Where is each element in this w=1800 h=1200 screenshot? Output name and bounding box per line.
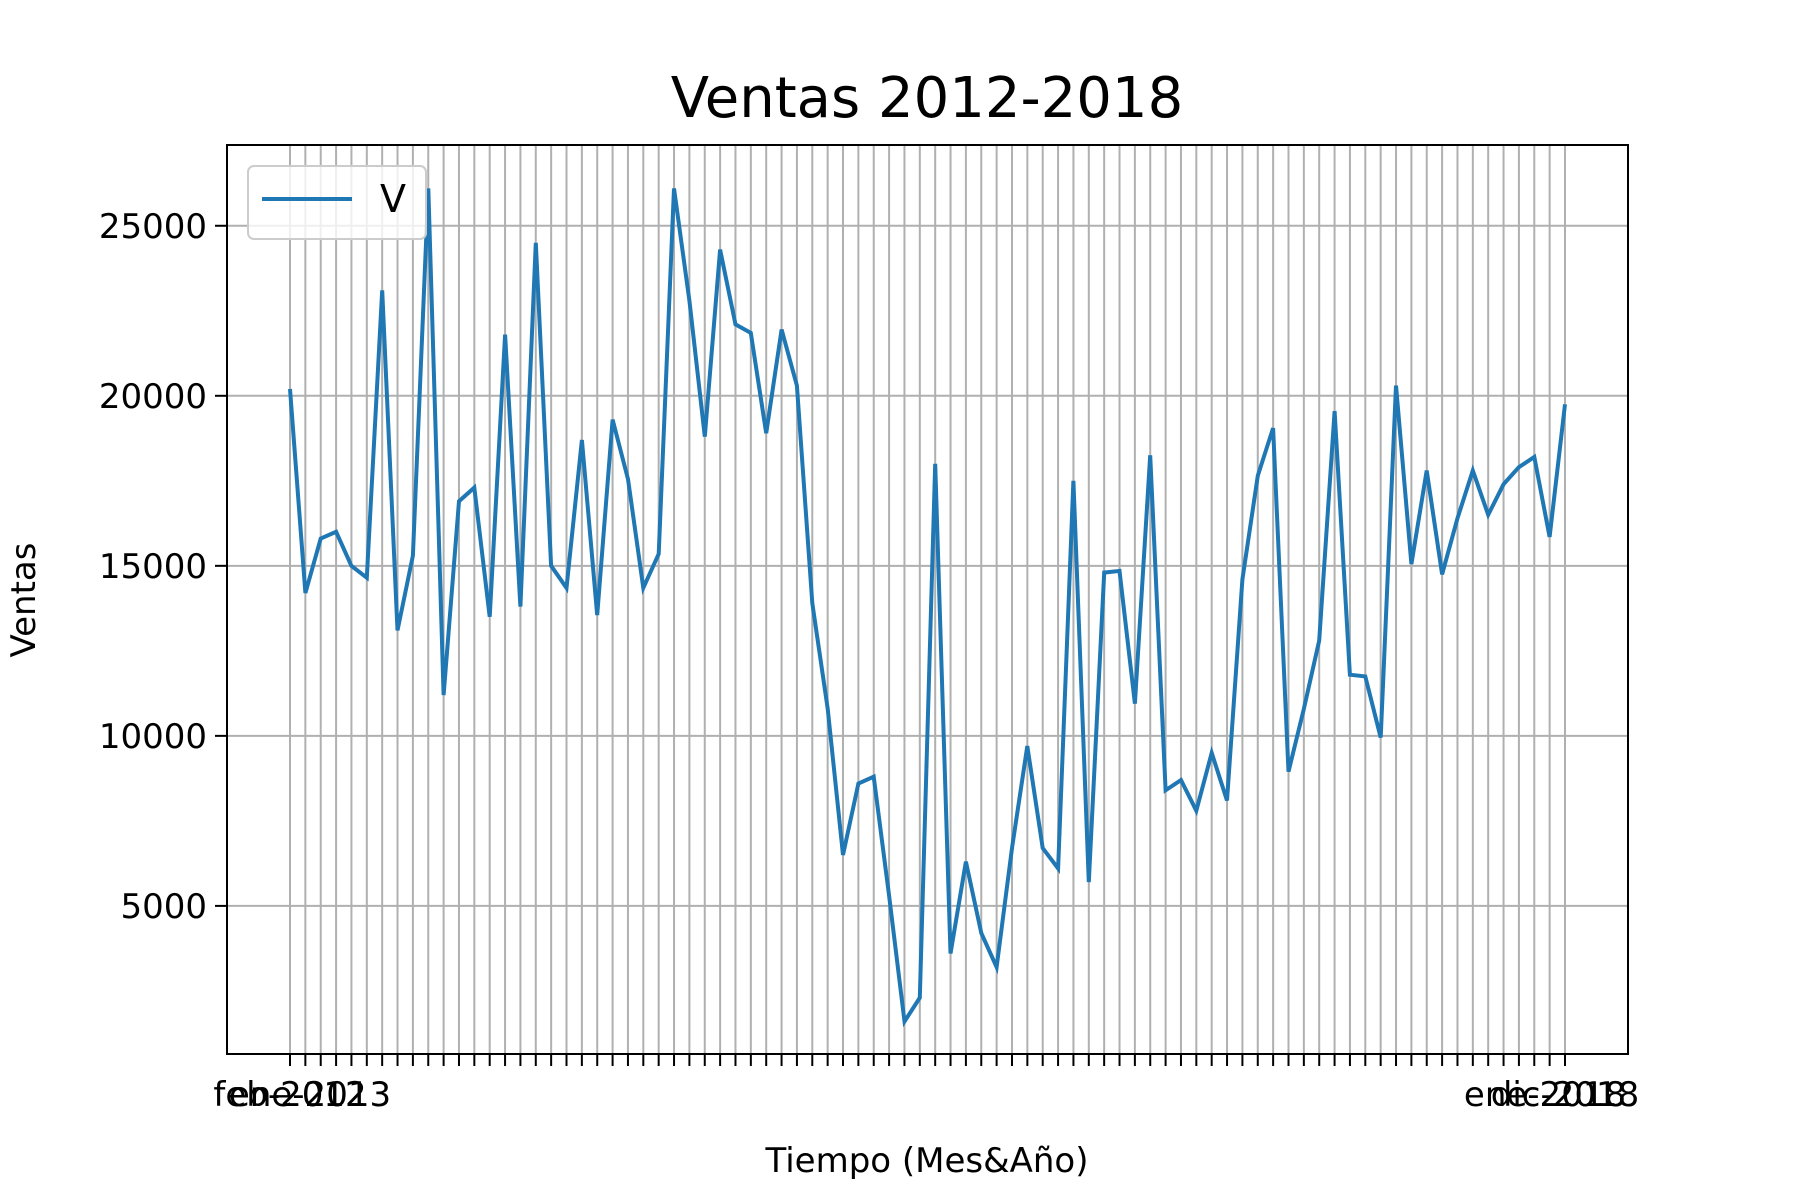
x-tick-label: feb-2012 <box>213 1075 366 1115</box>
series-v-line <box>288 188 1567 1028</box>
y-tick-label: 25000 <box>99 207 207 247</box>
chart-title: Ventas 2012-2018 <box>671 66 1183 131</box>
series-group <box>288 188 1567 1028</box>
y-gridlines <box>227 224 1628 907</box>
x-tick-label: ene-2018 <box>1464 1075 1626 1115</box>
legend-entry-v: V <box>380 177 406 221</box>
legend: V <box>247 165 427 240</box>
x-gridlines <box>289 145 1566 1054</box>
x-tick-label: ene-2013 <box>229 1075 391 1115</box>
y-tick-label: 20000 <box>99 377 207 417</box>
x-axis-label: Tiempo (Mes&Año) <box>764 1141 1088 1181</box>
y-axis-label: Ventas <box>4 543 44 658</box>
y-axis-ticks: 5000 10000 15000 20000 25000 <box>99 207 227 927</box>
x-tick-label: dic-2018 <box>1491 1075 1640 1115</box>
legend-box <box>247 165 427 240</box>
y-tick-label: 15000 <box>99 547 207 587</box>
y-tick-label: 10000 <box>99 717 207 757</box>
y-tick-label: 5000 <box>120 887 207 927</box>
plot-frame <box>226 144 1629 1055</box>
